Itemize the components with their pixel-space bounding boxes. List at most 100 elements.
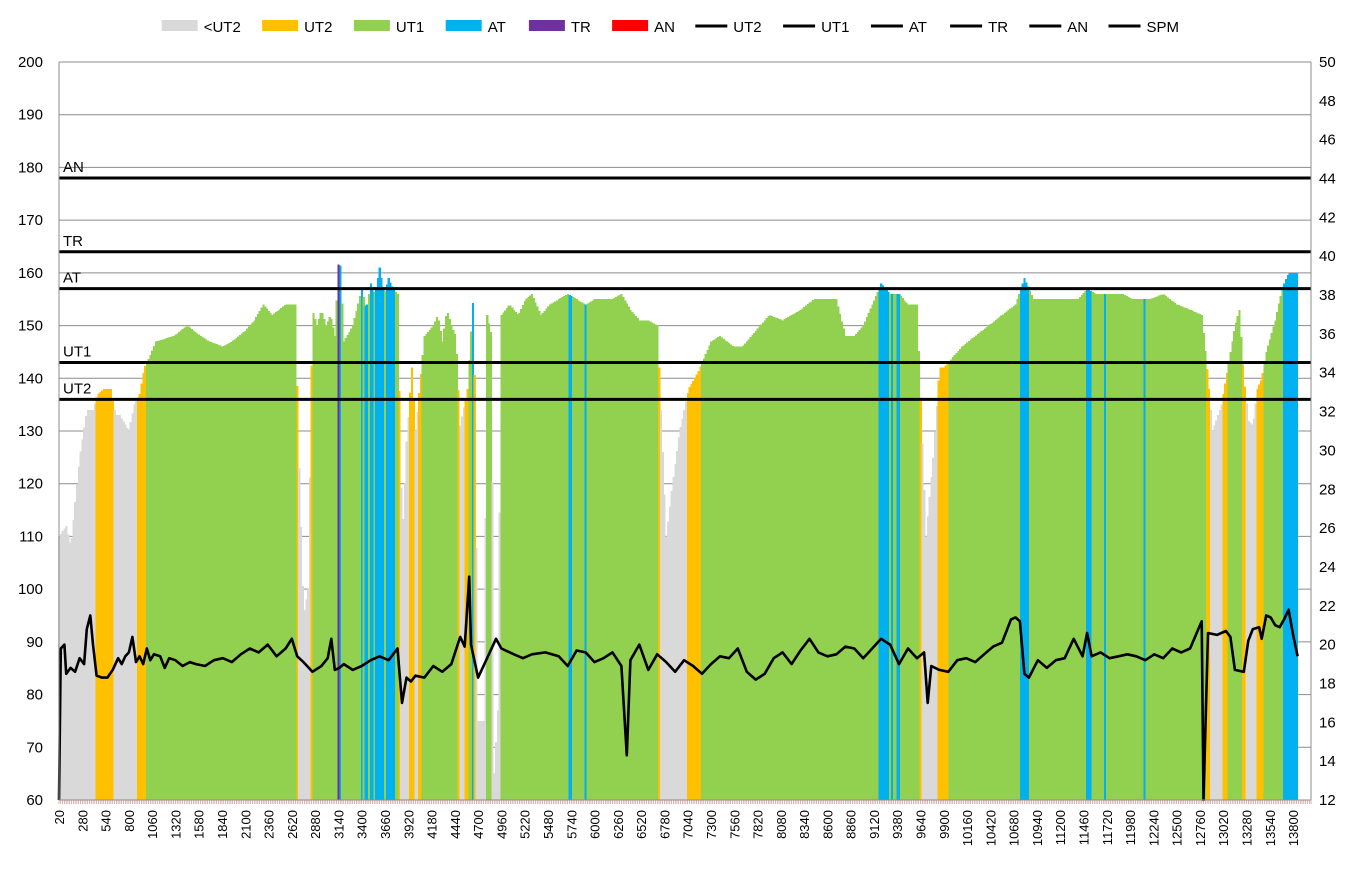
hr-bar bbox=[208, 341, 211, 800]
hr-bar bbox=[1012, 305, 1015, 800]
hr-bar bbox=[437, 320, 441, 800]
hr-bar bbox=[522, 305, 525, 800]
x-tick-label: 13800 bbox=[1286, 810, 1301, 846]
hr-bar bbox=[813, 299, 817, 800]
hr-bar bbox=[894, 293, 897, 800]
x-tick-label: 9900 bbox=[937, 810, 952, 839]
zone-label: UT1 bbox=[63, 343, 91, 360]
hr-bar bbox=[1177, 305, 1180, 800]
hr-bar bbox=[276, 310, 279, 800]
hr-bar bbox=[274, 312, 278, 800]
hr-bar bbox=[523, 301, 526, 800]
hr-bar bbox=[774, 317, 777, 800]
hr-bar bbox=[747, 339, 750, 800]
legend-entry: TR bbox=[528, 19, 591, 36]
hr-bar bbox=[1010, 307, 1014, 800]
hr-bar bbox=[1053, 299, 1057, 800]
hr-bar bbox=[74, 502, 77, 800]
hr-bar bbox=[102, 388, 106, 800]
legend-label: TR bbox=[571, 19, 591, 36]
hr-bar bbox=[403, 483, 406, 800]
hr-bar bbox=[964, 343, 967, 800]
hr-bar bbox=[242, 332, 245, 800]
x-tick-label: 3920 bbox=[401, 810, 416, 839]
hr-bar bbox=[394, 291, 398, 800]
hr-bar bbox=[92, 409, 95, 800]
hr-bar bbox=[783, 319, 786, 800]
hr-bar bbox=[357, 303, 360, 800]
hr-bar bbox=[1019, 288, 1023, 800]
hr-bar bbox=[375, 288, 378, 800]
hr-bar bbox=[1105, 293, 1109, 800]
hr-bar bbox=[674, 463, 677, 800]
hr-bar bbox=[849, 336, 852, 800]
hr-bar bbox=[726, 341, 729, 800]
hr-bar bbox=[1233, 330, 1236, 800]
hr-bar bbox=[405, 441, 408, 800]
hr-bar bbox=[1193, 311, 1196, 800]
hr-bar bbox=[402, 518, 405, 800]
hr-bar bbox=[1066, 299, 1069, 800]
hr-bar bbox=[398, 390, 401, 800]
y-right-tick-label: 14 bbox=[1319, 753, 1336, 770]
hr-bar bbox=[1208, 388, 1211, 800]
hr-bar bbox=[1057, 299, 1060, 800]
y-right-tick-label: 36 bbox=[1319, 326, 1336, 343]
hr-bar bbox=[1263, 362, 1266, 800]
hr-bar bbox=[206, 340, 209, 800]
hr-bar bbox=[106, 388, 109, 800]
hr-bar bbox=[1200, 315, 1204, 800]
hr-bar bbox=[1130, 299, 1134, 800]
hr-bar bbox=[135, 401, 138, 800]
x-tick-label: 1320 bbox=[168, 810, 183, 839]
hr-bar bbox=[1059, 299, 1062, 800]
hr-bar bbox=[1227, 362, 1230, 800]
hr-bar bbox=[805, 305, 808, 800]
legend-swatch bbox=[262, 20, 299, 31]
hr-bar bbox=[720, 337, 724, 800]
hr-bar bbox=[799, 309, 802, 800]
y-left-tick-label: 120 bbox=[18, 476, 43, 493]
hr-bar bbox=[292, 304, 295, 800]
hr-bar bbox=[355, 310, 358, 800]
hr-bar bbox=[511, 307, 514, 800]
hr-bar bbox=[93, 403, 97, 800]
hr-bar bbox=[717, 337, 720, 800]
hr-bar bbox=[303, 610, 306, 800]
hr-bar bbox=[360, 288, 363, 800]
legend-label: AN bbox=[1067, 19, 1088, 36]
hr-bar bbox=[246, 328, 249, 800]
hr-bar bbox=[151, 350, 154, 800]
hr-bar bbox=[1143, 299, 1146, 800]
hr-bar bbox=[308, 477, 312, 800]
hr-bar bbox=[296, 386, 299, 800]
y-left-tick-label: 170 bbox=[18, 212, 43, 229]
hr-bar bbox=[933, 431, 937, 800]
hr-bar bbox=[914, 304, 917, 800]
hr-bar bbox=[380, 278, 383, 801]
hr-bar bbox=[627, 306, 630, 800]
hr-bar bbox=[708, 345, 711, 800]
y-right-tick-label: 50 bbox=[1319, 54, 1336, 71]
hr-bar bbox=[713, 339, 716, 800]
hr-bar bbox=[1088, 289, 1091, 800]
hr-bar bbox=[874, 296, 878, 800]
hr-bar bbox=[767, 316, 770, 800]
hr-bar bbox=[882, 285, 885, 801]
hr-bar bbox=[543, 310, 546, 800]
x-tick-label: 12500 bbox=[1170, 810, 1185, 846]
hr-bar bbox=[591, 300, 595, 800]
hr-bar bbox=[247, 326, 251, 800]
hr-bar bbox=[283, 305, 286, 800]
hr-bar bbox=[756, 328, 759, 800]
hr-bar bbox=[362, 297, 365, 800]
hr-bar bbox=[423, 336, 426, 800]
hr-bar bbox=[532, 298, 535, 800]
hr-bar bbox=[99, 391, 102, 800]
hr-bar bbox=[844, 336, 847, 800]
hr-bar bbox=[860, 327, 863, 800]
hr-bar bbox=[581, 302, 584, 800]
hr-bar bbox=[410, 367, 414, 800]
y-right-tick-label: 34 bbox=[1319, 365, 1336, 382]
